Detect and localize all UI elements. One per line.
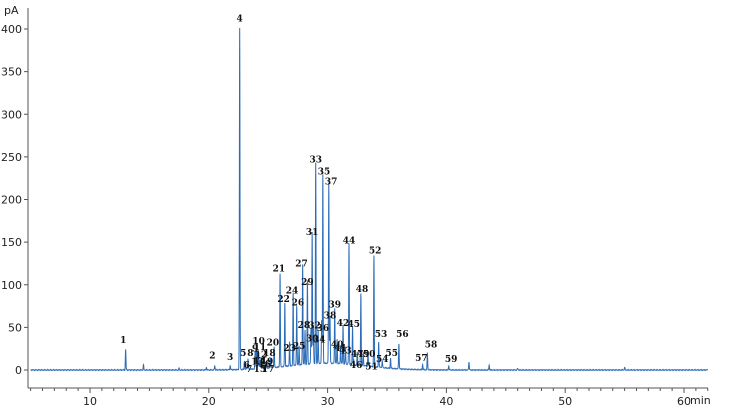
peak-label: 56 [396, 330, 409, 340]
peak-label: 23 [283, 344, 296, 354]
peak-label: 45 [347, 320, 360, 330]
peak-label: 2 [209, 351, 215, 361]
peak-label: 54 [376, 355, 389, 365]
x-tick-label: 30 [321, 395, 335, 408]
peak-label: 16 [258, 360, 271, 370]
y-tick-label: 150 [1, 236, 22, 249]
y-tick-label: 0 [15, 364, 22, 377]
peak-label: 41 [334, 344, 347, 354]
y-tick-label: 400 [1, 23, 22, 36]
peak-label: 40 [331, 340, 344, 350]
peak-label: 29 [301, 278, 314, 288]
peak-label: 32 [308, 322, 321, 332]
peak-label: 9 [252, 345, 258, 355]
peak-label: 21 [273, 265, 286, 275]
peak-label: 14 [254, 357, 267, 367]
peak-label: 4 [237, 15, 243, 25]
peak-label: 50 [363, 350, 376, 360]
peak-label: 28 [298, 321, 311, 331]
peak-label: 6 [244, 361, 250, 371]
peak-label: 59 [445, 355, 458, 365]
y-axis-unit-label: pA [4, 4, 19, 17]
peak-label: 39 [328, 300, 341, 310]
peak-label: 37 [325, 178, 338, 188]
peak-label: 52 [369, 247, 382, 257]
peak-label: 22 [277, 295, 290, 305]
peak-label: 58 [425, 340, 438, 350]
peak-label: 5 [240, 349, 246, 359]
peak-labels: 12 34567891011121314151617181920212223242… [120, 15, 457, 375]
peak-label: 44 [343, 236, 356, 246]
x-axis-ticks: 10 20 30 40 50 60 [30, 388, 709, 408]
peak-label: 31 [306, 228, 319, 238]
chromatogram-trace [30, 28, 709, 372]
chart-axes: pA min [4, 4, 711, 407]
peak-label: 49 [357, 350, 370, 360]
peak-label: 46 [350, 361, 363, 371]
peak-label: 18 [263, 349, 276, 359]
y-tick-label: 50 [8, 321, 22, 334]
peak-label: 33 [309, 155, 322, 165]
y-tick-label: 350 [1, 66, 22, 79]
peak-label: 42 [337, 319, 350, 329]
peak-label: 27 [295, 259, 308, 269]
peak-label: 43 [339, 346, 352, 356]
y-tick-label: 250 [1, 151, 22, 164]
x-tick-label: 20 [202, 395, 216, 408]
peak-label: 20 [267, 339, 280, 349]
peak-label: 34 [313, 335, 326, 345]
x-axis-unit-label: min [690, 394, 711, 407]
peak-label: 26 [292, 299, 305, 309]
peak-label: 47 [351, 350, 364, 360]
peak-label: 12 [255, 351, 268, 361]
peak-label: 8 [247, 349, 253, 359]
peak-label: 1 [120, 336, 126, 346]
x-tick-label: 10 [83, 395, 97, 408]
peak-label: 35 [318, 167, 331, 177]
peak-label: 36 [317, 324, 330, 334]
peak-label: 19 [261, 357, 274, 367]
peak-label: 7 [246, 365, 252, 375]
y-tick-label: 100 [1, 279, 22, 292]
peak-label: 13 [251, 357, 264, 367]
peak-label: 15 [254, 365, 267, 375]
peak-label: 3 [227, 353, 233, 363]
x-tick-label: 40 [439, 395, 453, 408]
x-tick-label: 50 [558, 395, 572, 408]
peak-label: 30 [306, 334, 319, 344]
peak-label: 51 [365, 363, 378, 373]
y-tick-label: 200 [1, 194, 22, 207]
x-tick-label: 60 [677, 395, 691, 408]
peak-label: 57 [415, 354, 428, 364]
peak-label: 55 [385, 349, 398, 359]
y-axis-ticks: 0 50 100 150 200 250 300 350 400 [1, 23, 28, 377]
peak-label: 11 [254, 343, 267, 353]
y-tick-label: 300 [1, 108, 22, 121]
peak-label: 53 [375, 330, 388, 340]
peak-label: 38 [324, 311, 337, 321]
peak-label: 10 [252, 337, 265, 347]
peak-label: 25 [293, 342, 306, 352]
peak-label: 24 [286, 287, 299, 297]
peak-label: 17 [262, 365, 275, 375]
peak-label: 48 [356, 285, 369, 295]
